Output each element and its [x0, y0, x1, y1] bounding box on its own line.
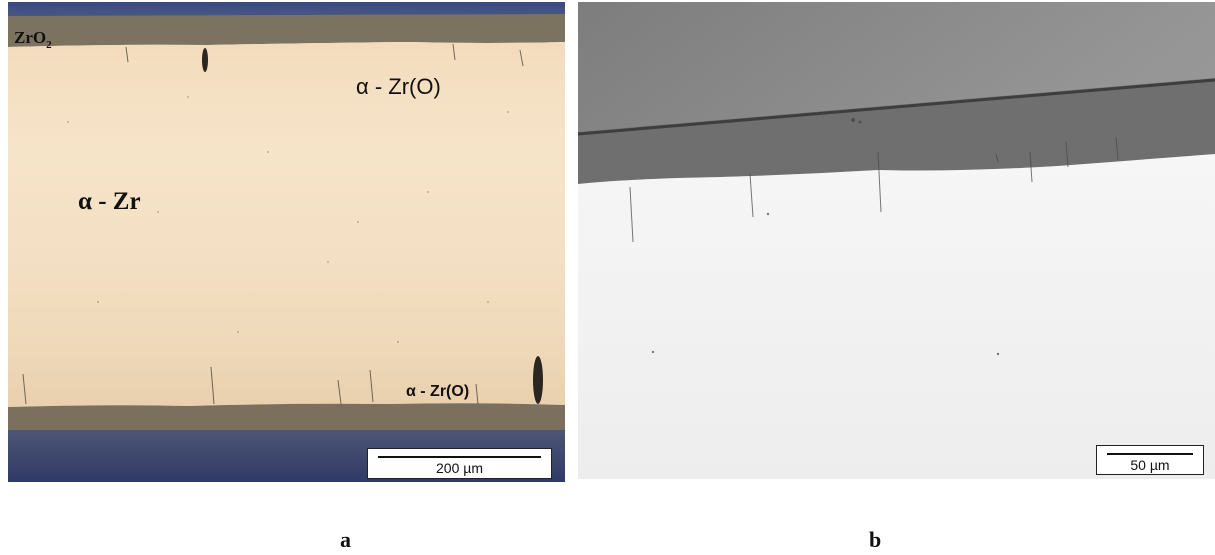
label-alpha-zr-o-bottom: α - Zr(O) — [406, 383, 470, 400]
micrograph-b: 50 µm — [578, 2, 1215, 479]
scale-bar-text: 50 µm — [1130, 457, 1170, 473]
label-zro2: ZrO2 — [14, 28, 52, 51]
scale-bar-line — [1107, 453, 1193, 455]
scale-bar-a: 200 µm — [367, 448, 552, 479]
sem-metal — [578, 154, 1215, 479]
micrograph-a: ZrO2 α - Zr(O) α - Zr α - Zr(O) 200 µm — [8, 2, 565, 482]
caption-a: a — [340, 527, 351, 552]
label-zro2-subscript: 2 — [46, 39, 52, 51]
sem-interface — [578, 78, 1215, 136]
oxide-layer-bottom — [8, 403, 565, 432]
micrograph-a-image — [8, 2, 565, 482]
caption-b: b — [869, 527, 882, 552]
pore — [533, 356, 543, 404]
oxide-layer-top — [8, 14, 565, 47]
scale-bar-text: 200 µm — [436, 460, 483, 476]
label-alpha-zr-o-top: α - Zr(O) — [356, 74, 441, 99]
sem-oxide-layer — [578, 78, 1215, 184]
speckles-a — [67, 96, 509, 343]
scale-bar-line — [378, 456, 541, 458]
label-zro2-main: ZrO — [14, 28, 47, 47]
cracks-b — [629, 136, 1119, 243]
metal-matrix — [8, 42, 565, 407]
sem-spots — [651, 118, 1000, 356]
label-alpha-zr: α - Zr — [78, 188, 141, 215]
pore — [202, 48, 208, 72]
cracks-a — [22, 43, 524, 405]
micrograph-b-image — [578, 2, 1215, 479]
scale-bar-b: 50 µm — [1096, 445, 1204, 475]
